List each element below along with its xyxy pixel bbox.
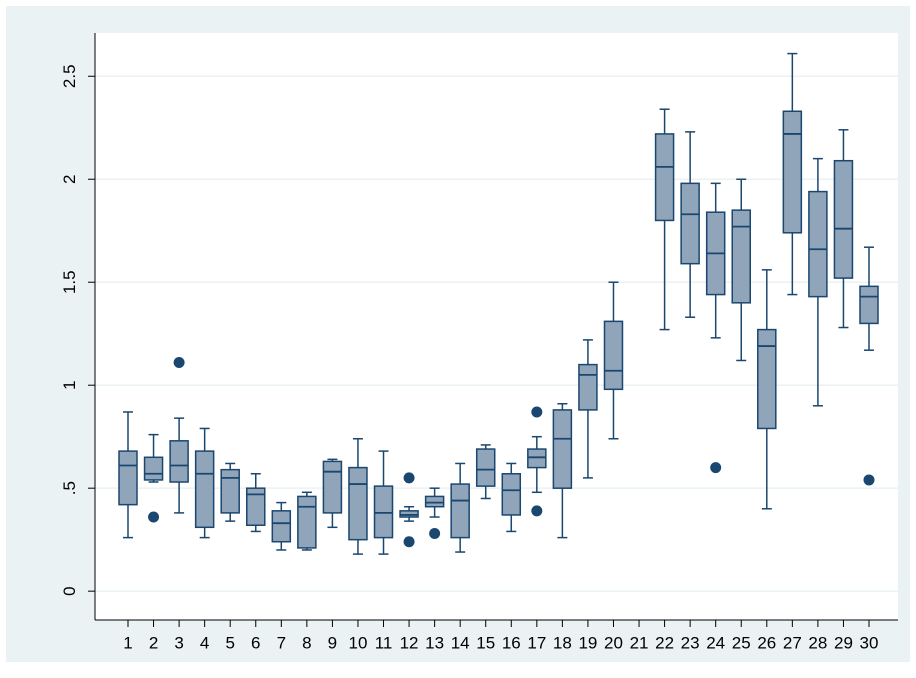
- x-tick-label: 3: [174, 633, 183, 652]
- box: [654, 133, 675, 222]
- box: [348, 466, 368, 541]
- y-tick-label: .5: [60, 481, 79, 495]
- x-tick-label: 20: [604, 633, 623, 652]
- box: [501, 473, 522, 516]
- outlier: [429, 527, 441, 539]
- box: [399, 510, 419, 518]
- box: [194, 450, 215, 529]
- box: [118, 450, 138, 506]
- x-tick-label: 8: [302, 633, 311, 652]
- box: [271, 510, 292, 543]
- box: [322, 460, 343, 514]
- box: [552, 409, 573, 489]
- box: [169, 440, 189, 483]
- x-tick-label: 10: [349, 633, 368, 652]
- y-tick-label: 2.5: [60, 64, 79, 88]
- x-tick-label: 6: [251, 633, 260, 652]
- box: [757, 328, 777, 430]
- x-tick-label: 23: [681, 633, 700, 652]
- box: [782, 110, 803, 234]
- outlier: [863, 474, 875, 486]
- x-tick-label: 12: [400, 633, 419, 652]
- box: [603, 320, 624, 391]
- y-tick-label: 1: [60, 380, 79, 389]
- x-tick-label: 14: [451, 633, 470, 652]
- box: [731, 209, 751, 304]
- outlier: [148, 511, 160, 523]
- x-tick-label: 19: [578, 633, 597, 652]
- x-tick-label: 28: [808, 633, 827, 652]
- outlier: [403, 472, 415, 484]
- x-tick-label: 26: [757, 633, 776, 652]
- box: [475, 448, 496, 487]
- x-tick-label: 11: [375, 633, 393, 652]
- x-tick-label: 4: [200, 633, 209, 652]
- x-tick-label: 7: [277, 633, 286, 652]
- box: [246, 487, 266, 527]
- box: [297, 495, 317, 549]
- y-tick-label: 2: [60, 175, 79, 184]
- box: [450, 483, 470, 539]
- y-tick-label: 0: [60, 586, 79, 595]
- box: [808, 190, 828, 298]
- box: [859, 285, 879, 325]
- box: [578, 363, 598, 411]
- x-tick-label: 13: [425, 633, 444, 652]
- x-tick-label: 22: [655, 633, 674, 652]
- outlier: [173, 357, 185, 369]
- y-tick-label: 1.5: [60, 270, 79, 294]
- x-tick-label: 27: [783, 633, 802, 652]
- x-tick-label: 18: [553, 633, 572, 652]
- box: [680, 182, 700, 265]
- box: [424, 495, 445, 508]
- box: [220, 468, 240, 514]
- x-tick-label: 16: [502, 633, 521, 652]
- box: [373, 485, 394, 539]
- outlier: [531, 505, 543, 517]
- x-tick-label: 5: [225, 633, 234, 652]
- outlier: [403, 536, 415, 548]
- x-tick-label: 9: [328, 633, 337, 652]
- x-tick-label: 29: [834, 633, 853, 652]
- box: [527, 448, 547, 469]
- x-tick-label: 1: [123, 633, 132, 652]
- outlier: [710, 462, 722, 474]
- x-tick-label: 25: [732, 633, 751, 652]
- box: [143, 456, 164, 481]
- x-tick-label: 17: [527, 633, 546, 652]
- x-tick-label: 21: [630, 633, 649, 652]
- x-tick-label: 30: [860, 633, 879, 652]
- box: [833, 159, 854, 279]
- x-tick-label: 2: [149, 633, 158, 652]
- x-tick-label: 24: [706, 633, 725, 652]
- outlier: [531, 406, 543, 418]
- plot-area: [95, 33, 898, 620]
- x-tick-label: 15: [476, 633, 495, 652]
